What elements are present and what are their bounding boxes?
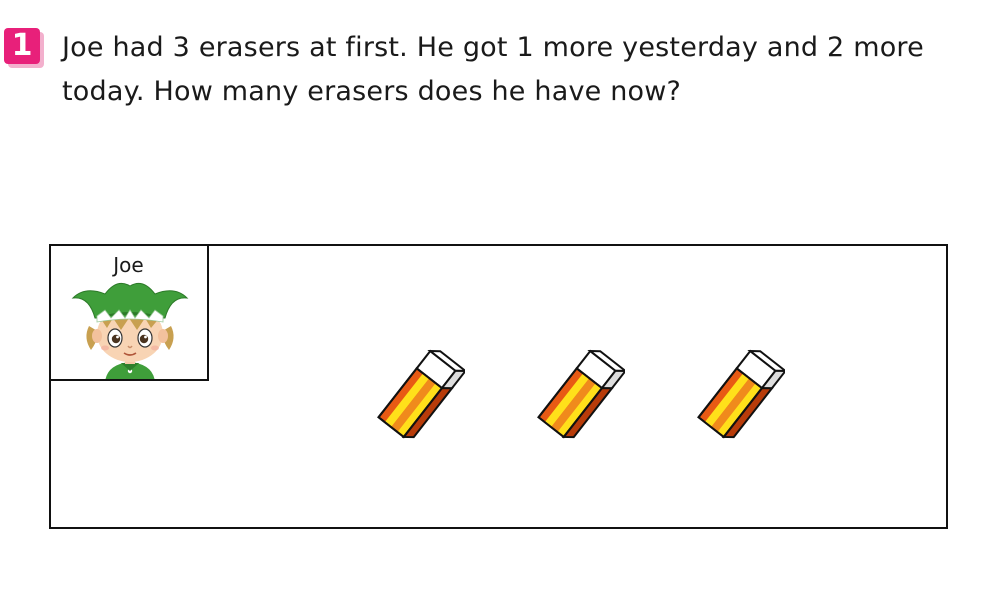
question-number-badge: 1 [4, 28, 40, 64]
eraser-icon [537, 349, 625, 439]
eraser-icon [697, 349, 785, 439]
eraser-icon [377, 349, 465, 439]
question-text: Joe had 3 erasers at first. He got 1 mor… [62, 32, 924, 107]
joe-character-illustration [71, 282, 188, 379]
character-panel: Joe [48, 243, 209, 381]
character-name: Joe [113, 252, 144, 277]
problem-scene: Joe [48, 243, 948, 529]
